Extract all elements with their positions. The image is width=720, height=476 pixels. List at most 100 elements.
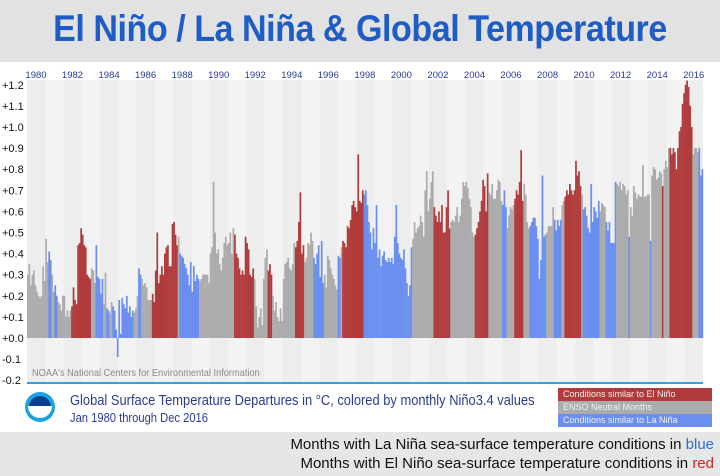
bar-2008-9 [550,226,553,338]
bar-2011-4 [597,200,600,338]
x-tick-label: 1990 [208,70,229,81]
bar-1980-4 [31,274,34,338]
x-tick-label: 2008 [537,70,558,81]
bar-2000-5 [398,253,401,338]
bar-2004-2 [467,188,469,338]
bar-1987-2 [156,232,159,338]
bar-2010-1 [575,160,577,338]
bar-2001-10 [424,190,427,338]
bar-2000-12 [409,285,411,338]
bar-2009-11 [572,194,574,338]
bar-2009-2 [558,226,561,338]
bar-2007-10 [534,217,536,338]
bar-1988-2 [174,234,177,338]
bar-2000-9 [404,268,407,338]
bar-1999-1 [374,243,376,338]
bar-2002-8 [439,221,442,338]
bar-2004-4 [470,207,472,338]
bar-1980-12 [43,281,46,338]
bar-2001-6 [418,226,421,338]
x-tick-label: 2002 [427,70,448,81]
bar-2013-1 [629,207,632,338]
bar-1981-5 [51,274,54,338]
bar-2003-3 [450,221,452,338]
bar-1994-4 [287,257,290,338]
bar-1991-4 [232,228,235,338]
bar-2001-7 [419,215,422,338]
bar-1992-11 [261,325,264,338]
bar-1987-1 [154,270,157,338]
bar-1994-10 [296,240,299,338]
bar-1983-12 [98,278,101,338]
bar-1999-12 [390,257,393,338]
bar-1997-12 [354,207,357,338]
bar-1988-11 [188,285,191,338]
y-tick-label: +0.9 [2,143,24,155]
bar-2007-12 [537,238,539,338]
bar-1982-4 [68,316,70,338]
bar-2013-3 [632,186,635,338]
bar-1982-10 [77,245,79,338]
bar-1990-3 [212,181,215,338]
bar-2012-3 [614,181,617,338]
bar-2013-5 [636,198,638,338]
bar-1985-2 [119,333,122,338]
bar-2007-9 [532,217,535,338]
bar-2003-10 [460,198,463,338]
bar-1993-9 [276,316,279,338]
bar-2010-2 [576,175,579,338]
bar-1991-1 [227,243,230,338]
bar-2007-2 [521,200,524,338]
bar-2002-1 [428,198,431,338]
bar-2012-10 [625,194,628,338]
bar-2010-4 [579,186,582,338]
bar-2014-5 [654,169,656,338]
bar-1988-6 [180,255,183,338]
bar-2003-11 [462,181,465,338]
bar-2006-5 [508,215,510,338]
bar-1980-8 [37,295,40,338]
bar-2005-4 [488,192,491,338]
bar-1982-2 [65,316,67,338]
bar-2010-7 [584,207,586,338]
bar-2005-5 [489,194,492,338]
bar-2012-12 [628,236,631,338]
bar-2008-6 [546,232,548,338]
bar-2012-2 [613,243,615,338]
bar-1989-8 [202,274,204,338]
bar-2013-6 [637,194,640,338]
bar-2015-3 [669,148,672,338]
bar-1988-7 [182,257,185,338]
bar-1995-1 [301,253,303,338]
bar-1989-5 [197,278,200,338]
note-la-nina: Months with La Niña sea-surface temperat… [290,436,714,453]
bar-1981-4 [49,259,52,338]
bar-2009-6 [564,196,567,338]
bar-2003-12 [463,186,466,338]
bar-2014-10 [661,186,664,338]
bar-2016-5 [690,127,693,338]
bar-1993-10 [278,321,280,338]
bar-1980-6 [34,285,37,338]
bar-1991-12 [244,236,247,338]
legend-neutral: ENSO Neutral Months [558,401,712,414]
bar-1994-2 [284,264,287,338]
bar-1994-7 [291,264,294,338]
legend: Conditions similar to El Niño ENSO Neutr… [558,388,712,427]
bar-1982-12 [80,228,83,338]
bar-1980-2 [28,264,31,338]
bar-1992-8 [256,327,259,338]
bar-1987-11 [170,266,172,338]
bar-2011-8 [604,207,606,338]
bar-1995-10 [314,264,317,338]
bar-2014-8 [658,171,661,338]
y-tick-label: +1.1 [2,101,24,113]
bar-2015-8 [677,148,679,338]
bar-1994-1 [282,278,285,338]
bar-1992-2 [247,249,250,338]
bar-2005-8 [494,198,497,338]
bar-1998-7 [365,190,367,338]
bar-2000-1 [392,264,395,338]
bar-1984-11 [115,329,118,338]
bar-2011-3 [596,217,599,338]
